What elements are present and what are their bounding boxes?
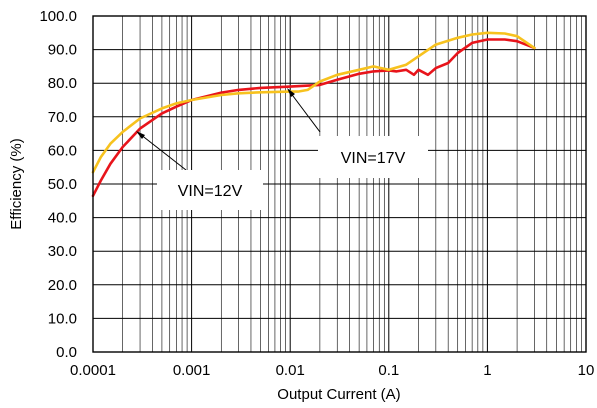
series-line-vin-17v: [91, 31, 536, 174]
annotation-vin17: VIN=17V: [287, 88, 428, 178]
y-tick-label: 0.0: [56, 344, 77, 361]
y-tick-label: 40.0: [48, 210, 77, 227]
annotation-vin12-arrowhead: [136, 131, 145, 139]
plot-frame: [92, 15, 587, 353]
annotation-vin12-label: VIN=12V: [178, 183, 243, 200]
y-tick-label: 60.0: [48, 142, 77, 159]
series-line-vin-12v: [91, 38, 536, 198]
y-tick-label: 80.0: [48, 75, 77, 92]
annotation-vin12-box: [157, 170, 263, 210]
x-tick-label: 0.001: [173, 362, 211, 379]
x-tick-label: 1: [483, 362, 491, 379]
y-axis-title: Efficiency (%): [8, 138, 25, 229]
y-tick-label: 100.0: [39, 8, 77, 25]
x-tick-label: 0.01: [276, 362, 305, 379]
y-tick-label: 90.0: [48, 42, 77, 59]
y-tick-label: 10.0: [48, 310, 77, 327]
y-tick-label: 70.0: [48, 109, 77, 126]
tick-labels: 0.0001 0.001 0.01 0.1 1 100.010.020.030.040.0…: [39, 8, 594, 379]
y-tick-label: 20.0: [48, 277, 77, 294]
annotation-vin17-arrow: [289, 91, 321, 133]
y-tick-label: 30.0: [48, 243, 77, 260]
annotation-vin17-label: VIN=17V: [341, 150, 406, 167]
x-tick-label: 0.1: [378, 362, 399, 379]
annotation-vin12-arrow: [139, 133, 187, 171]
x-tick-label: 10: [578, 362, 595, 379]
y-tick-label: 50.0: [48, 176, 77, 193]
annotation-vin17-box: [318, 136, 428, 178]
x-tick-label: 0.0001: [70, 362, 116, 379]
annotation-vin17-arrowhead: [287, 88, 295, 97]
annotation-vin12: VIN=12V: [136, 131, 263, 210]
series-layer: [91, 31, 536, 198]
x-axis-title: Output Current (A): [277, 386, 400, 403]
